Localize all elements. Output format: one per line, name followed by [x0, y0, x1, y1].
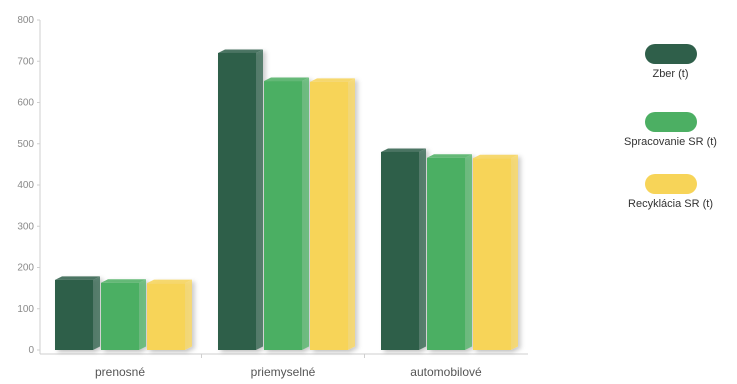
bar-side	[465, 154, 472, 350]
bar-2-2	[473, 154, 518, 350]
x-category-label: automobilové	[410, 365, 482, 379]
legend-swatch-zber	[644, 44, 697, 64]
bar-side	[511, 154, 518, 350]
bar-top	[101, 279, 146, 283]
bar-1-0	[101, 279, 146, 350]
y-tick-label: 300	[17, 221, 34, 232]
bar-side	[185, 279, 192, 350]
legend-label-spracovanie: Spracovanie SR (t)	[624, 136, 717, 148]
bar-front	[264, 81, 302, 351]
bar-2-1	[310, 78, 355, 350]
bar-front	[427, 157, 465, 350]
bar-top	[218, 49, 263, 53]
bar-front	[55, 279, 93, 350]
bar-top	[427, 154, 472, 158]
y-tick-label: 100	[17, 304, 34, 315]
bar-top	[264, 77, 309, 82]
bar-front	[218, 53, 256, 350]
bar-side	[348, 78, 355, 350]
y-tick-label: 200	[17, 263, 34, 274]
bar-side	[139, 279, 146, 350]
bar-0-0	[55, 276, 100, 350]
y-tick-label: 500	[17, 139, 34, 150]
bar-top	[310, 78, 355, 82]
y-tick-label: 700	[17, 56, 34, 67]
bar-top	[55, 276, 100, 280]
legend-item-spracovanie: Spracovanie SR (t)	[604, 112, 737, 148]
bar-top	[473, 154, 518, 159]
bar-1-2	[427, 154, 472, 350]
legend-item-recyklacia: Recyklácia SR (t)	[604, 174, 737, 210]
legend-swatch-recyklacia	[644, 174, 697, 194]
legend-label-recyklacia: Recyklácia SR (t)	[628, 198, 713, 210]
bar-front	[101, 282, 139, 350]
bar-side	[419, 148, 426, 350]
bar-top	[381, 148, 426, 152]
bar-1-1	[264, 77, 309, 351]
bar-front	[381, 152, 419, 350]
y-tick-label: 800	[17, 15, 34, 26]
bar-2-0	[147, 279, 192, 350]
legend-swatch-spracovanie	[644, 112, 697, 132]
bar-front	[473, 158, 511, 350]
x-category-label: prenosné	[95, 365, 145, 379]
bar-0-1	[218, 49, 263, 350]
legend-item-zber: Zber (t)	[604, 44, 737, 80]
bar-front	[310, 81, 348, 350]
bar-front	[147, 283, 185, 350]
x-category-label: priemyselné	[251, 365, 316, 379]
legend-label-zber: Zber (t)	[652, 68, 689, 80]
bar-side	[93, 276, 100, 350]
bar-side	[302, 77, 309, 351]
y-tick-label: 600	[17, 98, 34, 109]
y-tick-label: 400	[17, 180, 34, 191]
bar-top	[147, 279, 192, 284]
bar-0-2	[381, 148, 426, 350]
y-tick-label: 0	[28, 345, 34, 356]
bar-side	[256, 49, 263, 350]
